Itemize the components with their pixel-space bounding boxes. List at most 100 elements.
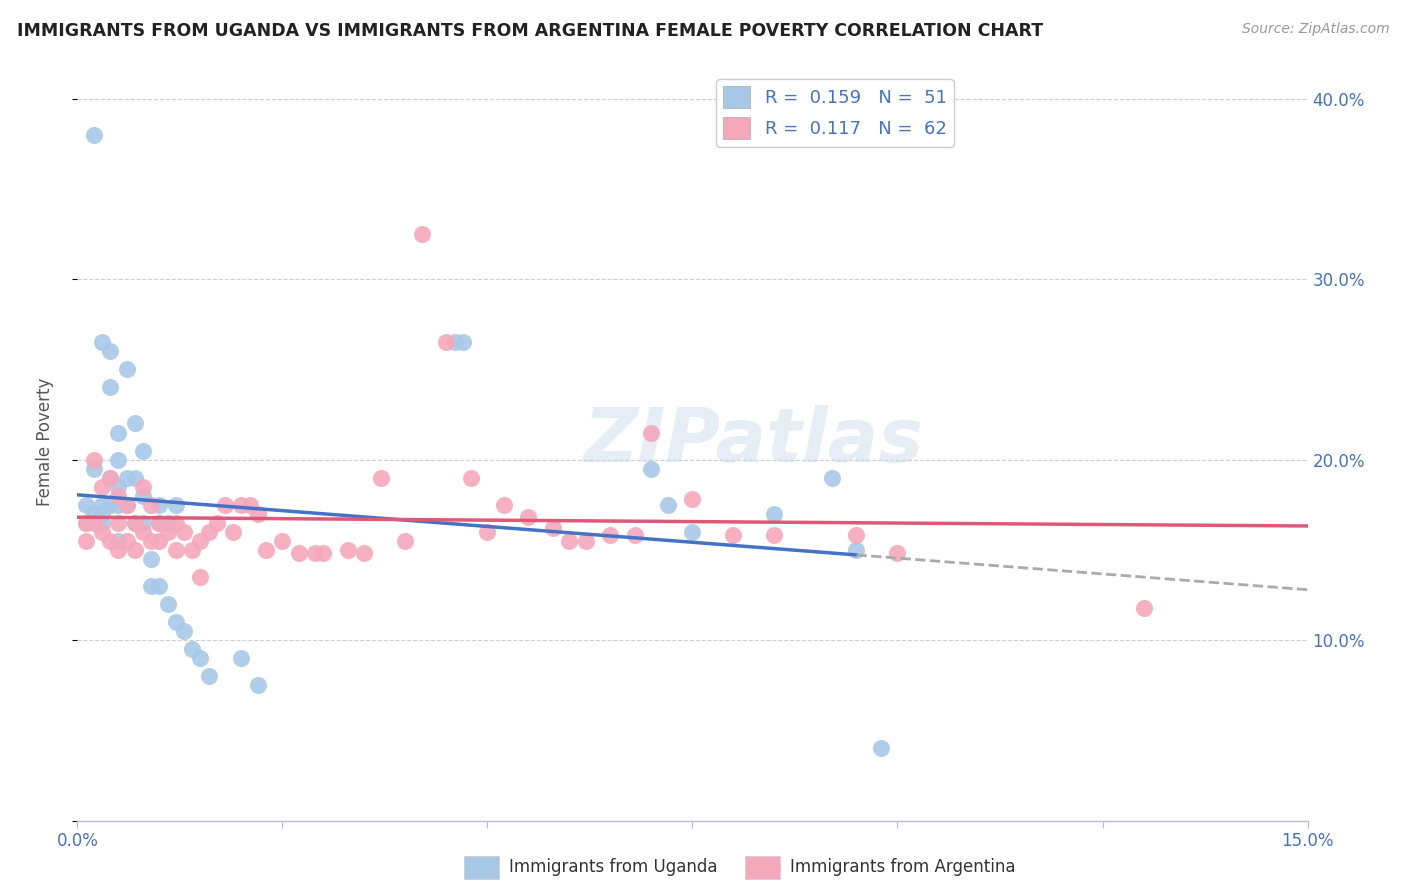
Point (141, 533, 163, 548)
Point (304, 546, 326, 560)
Point (124, 417, 146, 431)
Point (460, 470, 482, 484)
Point (845, 528, 868, 542)
Point (624, 528, 647, 542)
Point (107, 533, 129, 548)
Point (115, 533, 138, 548)
Point (107, 542, 129, 557)
Point (205, 516, 228, 530)
Point (870, 741, 893, 756)
Point (558, 533, 581, 548)
Point (141, 579, 163, 593)
Point (173, 524, 195, 539)
Point (132, 489, 155, 503)
Point (222, 524, 245, 539)
Text: Source: ZipAtlas.com: Source: ZipAtlas.com (1241, 22, 1389, 37)
Point (148, 533, 170, 548)
Point (231, 498, 253, 512)
Point (181, 642, 204, 657)
Point (239, 498, 262, 512)
Bar (464, 856, 499, 879)
Point (115, 470, 138, 484)
Point (165, 542, 187, 557)
Point (75, 533, 97, 548)
Point (288, 546, 311, 560)
Point (98, 470, 121, 484)
Point (90, 498, 114, 512)
Point (90, 480, 114, 494)
Point (98, 380, 121, 394)
Point (370, 470, 392, 484)
Point (682, 524, 704, 539)
Point (141, 498, 163, 512)
Point (107, 516, 129, 530)
Point (115, 498, 138, 512)
Point (132, 443, 155, 458)
Text: ZIPatlas: ZIPatlas (583, 405, 924, 478)
Point (188, 570, 212, 584)
Point (124, 542, 146, 557)
Point (541, 521, 564, 535)
Point (173, 624, 195, 639)
Point (148, 579, 170, 593)
Point (156, 524, 179, 539)
Point (451, 335, 474, 350)
Point (188, 651, 212, 665)
Point (83, 452, 105, 467)
Point (83, 516, 105, 530)
Point (1132, 600, 1154, 615)
Point (75, 498, 97, 512)
Point (124, 516, 146, 530)
Point (312, 546, 335, 560)
Point (394, 533, 416, 548)
Point (845, 542, 868, 557)
Point (83, 507, 105, 521)
Point (246, 678, 269, 692)
Point (492, 498, 515, 512)
Legend: R =  0.159   N =  51, R =  0.117   N =  62: R = 0.159 N = 51, R = 0.117 N = 62 (716, 79, 955, 146)
Point (214, 498, 236, 512)
Point (90, 335, 114, 350)
Bar (745, 856, 780, 879)
Point (107, 498, 129, 512)
Point (132, 524, 155, 539)
Point (107, 489, 129, 503)
Point (682, 492, 704, 507)
Point (107, 425, 129, 440)
Point (763, 507, 786, 521)
Point (271, 533, 294, 548)
Point (115, 362, 138, 376)
Point (886, 546, 908, 560)
Point (411, 227, 433, 241)
Point (246, 507, 269, 521)
Point (763, 528, 786, 542)
Point (107, 452, 129, 467)
Point (90, 524, 114, 539)
Point (156, 516, 179, 530)
Point (75, 516, 97, 530)
Point (575, 533, 598, 548)
Point (148, 498, 170, 512)
Point (181, 542, 204, 557)
Point (98, 498, 121, 512)
Point (254, 542, 277, 557)
Point (141, 552, 163, 566)
Point (83, 128, 105, 142)
Point (197, 669, 219, 683)
Point (98, 533, 121, 548)
Point (188, 533, 212, 548)
Point (517, 510, 540, 524)
Point (124, 516, 146, 530)
Point (640, 425, 662, 440)
Point (90, 516, 114, 530)
Point (165, 498, 187, 512)
Point (337, 542, 360, 557)
Point (197, 524, 219, 539)
Text: Immigrants from Argentina: Immigrants from Argentina (790, 858, 1015, 877)
Point (83, 461, 105, 475)
Text: Immigrants from Uganda: Immigrants from Uganda (509, 858, 717, 877)
Point (148, 516, 170, 530)
Point (599, 528, 621, 542)
Point (90, 507, 114, 521)
Point (657, 498, 679, 512)
